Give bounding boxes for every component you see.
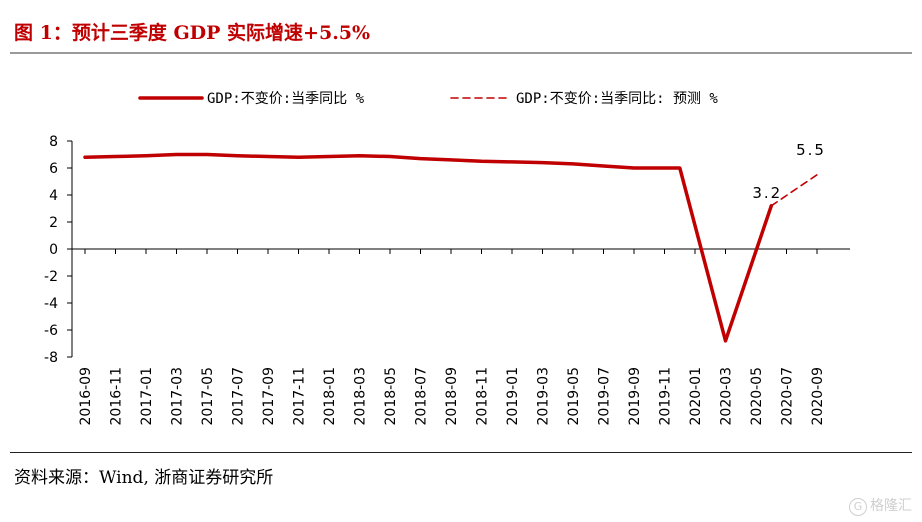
x-tick-label: 2017-03 bbox=[170, 367, 186, 426]
y-tick-label: -2 bbox=[44, 269, 58, 285]
y-tick-label: 6 bbox=[49, 161, 58, 177]
y-axis: -8 -6 -4 -2 0 2 4 6 8 bbox=[44, 134, 73, 366]
y-tick-label: 4 bbox=[49, 188, 58, 204]
x-tick-label: 2019-03 bbox=[536, 367, 552, 426]
x-tick-label: 2019-01 bbox=[505, 367, 521, 426]
data-labels: 3.2 5.5 bbox=[752, 141, 826, 202]
x-tick-label: 2019-05 bbox=[566, 367, 582, 426]
x-tick-label: 2020-03 bbox=[719, 367, 735, 426]
x-tick-label: 2018-09 bbox=[444, 367, 460, 426]
y-tick-label: -6 bbox=[44, 323, 58, 339]
y-tick-label: 2 bbox=[49, 215, 58, 231]
actual-series-line bbox=[83, 152, 774, 343]
x-tick-label: 2017-05 bbox=[200, 367, 216, 426]
x-tick-label: 2016-09 bbox=[78, 367, 94, 426]
x-tick-label: 2017-07 bbox=[231, 367, 247, 426]
x-tick-label: 2018-05 bbox=[383, 367, 399, 426]
source-divider bbox=[10, 452, 912, 453]
y-tick-label: 0 bbox=[49, 242, 58, 258]
x-tick-label: 2016-11 bbox=[109, 367, 125, 426]
series-layer bbox=[83, 152, 818, 343]
x-tick-label: 2017-09 bbox=[261, 367, 277, 426]
x-tick-label: 2017-01 bbox=[139, 367, 155, 426]
x-tick-label: 2020-09 bbox=[810, 367, 826, 426]
x-axis: 2016-09 2016-11 2017-01 2017-03 2017-05 2017-… bbox=[72, 248, 850, 426]
watermark: G 格隆汇 bbox=[849, 495, 912, 516]
data-label: 3.2 bbox=[752, 184, 782, 202]
y-tick-label: 8 bbox=[49, 134, 58, 150]
forecast-series-line bbox=[770, 174, 818, 207]
title-divider bbox=[10, 52, 912, 54]
watermark-text: 格隆汇 bbox=[870, 498, 912, 514]
y-tick-label: -8 bbox=[44, 350, 58, 366]
x-tick-label: 2020-07 bbox=[780, 367, 796, 426]
x-tick-label: 2018-07 bbox=[414, 367, 430, 426]
legend-label: GDP:不变价:当季同比: 预测 % bbox=[516, 91, 718, 107]
x-tick-label: 2020-01 bbox=[688, 367, 704, 426]
x-tick-label: 2019-09 bbox=[627, 367, 643, 426]
y-tick-label: -4 bbox=[44, 296, 58, 312]
x-tick-label: 2019-07 bbox=[597, 367, 613, 426]
x-tick-label: 2017-11 bbox=[292, 367, 308, 426]
figure-title: 图 1：预计三季度 GDP 实际增速+5.5% bbox=[14, 22, 371, 44]
x-tick-label: 2018-03 bbox=[353, 367, 369, 426]
source-note: 资料来源：Wind, 浙商证券研究所 bbox=[14, 468, 274, 488]
x-tick-label: 2020-05 bbox=[749, 367, 765, 426]
x-tick-label: 2018-11 bbox=[475, 367, 491, 426]
chart-legend: GDP:不变价:当季同比 % GDP:不变价:当季同比: 预测 % bbox=[138, 91, 718, 107]
legend-label: GDP:不变价:当季同比 % bbox=[207, 91, 365, 107]
gdp-line-chart: GDP:不变价:当季同比 % GDP:不变价:当季同比: 预测 % -8-6-4-… bbox=[44, 91, 850, 426]
data-label: 5.5 bbox=[796, 141, 826, 159]
x-tick-label: 2019-11 bbox=[658, 367, 674, 426]
x-tick-label: 2018-01 bbox=[322, 367, 338, 426]
watermark-logo-icon: G bbox=[849, 498, 867, 516]
